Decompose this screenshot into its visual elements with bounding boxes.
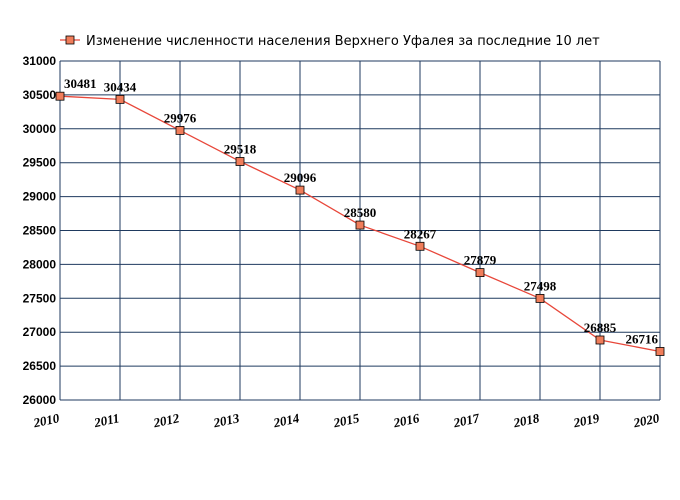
x-tick-label: 2019 <box>571 410 601 430</box>
data-points <box>55 91 665 356</box>
x-tick-label: 2014 <box>271 410 301 430</box>
y-axis-tick-labels: 26000 26500 27000 27500 28000 28500 29000 29500… <box>23 54 57 407</box>
data-label: 28580 <box>344 205 377 220</box>
data-label: 30481 <box>64 76 97 91</box>
data-point <box>355 220 365 230</box>
data-point <box>415 241 425 251</box>
data-label: 26716 <box>626 331 659 346</box>
legend: Изменение численности населения Верхнего… <box>60 34 600 49</box>
data-label: 27879 <box>464 253 497 268</box>
data-point <box>475 268 485 278</box>
data-label: 30434 <box>104 79 137 94</box>
grid-lines <box>59 60 661 401</box>
data-label: 29518 <box>224 141 257 156</box>
data-label: 27498 <box>524 278 557 293</box>
y-tick-label: 27500 <box>23 291 57 305</box>
y-tick-label: 26000 <box>23 393 57 407</box>
x-tick-label: 2017 <box>451 410 481 430</box>
y-tick-label: 30000 <box>23 122 57 136</box>
y-tick-label: 28500 <box>23 224 57 238</box>
x-tick-label: 2012 <box>151 410 181 430</box>
y-tick-label: 27000 <box>23 325 57 339</box>
data-labels: 30481 30434 29976 29518 29096 28580 28267 27879… <box>64 76 659 346</box>
data-point <box>235 157 245 166</box>
x-tick-label: 2011 <box>92 410 121 430</box>
y-tick-label: 29000 <box>23 190 57 204</box>
data-label: 26885 <box>584 320 617 335</box>
y-tick-label: 28000 <box>23 257 57 271</box>
data-point <box>175 126 185 135</box>
data-point <box>295 185 305 195</box>
data-point <box>655 347 665 356</box>
legend-marker <box>65 35 75 45</box>
data-point <box>55 91 65 101</box>
x-tick-label: 2020 <box>631 410 661 430</box>
x-axis-tick-labels: 2010 2011 2012 2013 2014 2015 2016 2017 2018 2019… <box>31 410 661 430</box>
y-tick-label: 29500 <box>23 156 57 170</box>
data-point <box>535 294 545 303</box>
data-label: 29096 <box>284 170 317 185</box>
data-label: 29976 <box>164 110 197 125</box>
x-tick-label: 2016 <box>391 410 421 430</box>
x-tick-label: 2010 <box>31 410 61 430</box>
legend-label: Изменение численности населения Верхнего… <box>86 34 600 49</box>
x-tick-label: 2013 <box>211 410 241 430</box>
data-point <box>115 94 125 104</box>
x-tick-label: 2018 <box>511 410 541 430</box>
y-tick-label: 30500 <box>23 88 57 102</box>
y-tick-label: 26500 <box>23 359 57 373</box>
data-point <box>595 335 605 345</box>
y-tick-label: 31000 <box>23 54 57 68</box>
x-tick-label: 2015 <box>331 410 361 430</box>
data-label: 28267 <box>404 226 437 241</box>
